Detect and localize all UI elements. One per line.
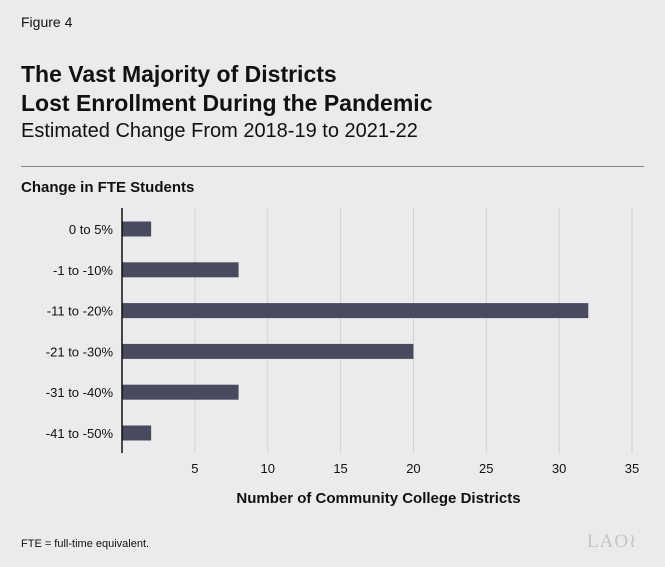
y-tick-label: -1 to -10% xyxy=(53,263,113,278)
chart-title: The Vast Majority of Districts Lost Enro… xyxy=(21,60,432,118)
bar xyxy=(122,221,152,237)
y-tick-label: -11 to -20% xyxy=(47,304,114,319)
bar xyxy=(122,303,589,319)
bar xyxy=(122,262,239,278)
x-tick-label: 35 xyxy=(625,461,639,476)
bar xyxy=(122,343,414,359)
x-axis-label: Number of Community College Districts xyxy=(236,490,521,507)
x-tick-label: 20 xyxy=(406,461,420,476)
x-tick-label: 5 xyxy=(191,461,198,476)
chart-subtitle: Estimated Change From 2018-19 to 2021-22 xyxy=(21,120,418,142)
bar xyxy=(122,384,239,400)
divider xyxy=(21,166,644,167)
lao-logo: LAO≀ xyxy=(587,531,638,552)
figure-label: Figure 4 xyxy=(21,14,73,30)
title-line-2: Lost Enrollment During the Pandemic xyxy=(21,90,433,116)
y-tick-label: 0 to 5% xyxy=(69,222,114,237)
y-axis-label: Change in FTE Students xyxy=(21,179,195,196)
x-tick-label: 30 xyxy=(552,461,566,476)
y-tick-label: -21 to -30% xyxy=(46,344,114,359)
x-tick-label: 10 xyxy=(260,461,274,476)
x-tick-label: 15 xyxy=(333,461,347,476)
title-line-1: The Vast Majority of Districts xyxy=(21,61,337,87)
x-tick-label: 25 xyxy=(479,461,493,476)
bar xyxy=(122,425,152,441)
y-tick-label: -31 to -40% xyxy=(46,385,114,400)
footnote: FTE = full-time equivalent. xyxy=(21,538,150,550)
y-tick-label: -41 to -50% xyxy=(46,426,114,441)
